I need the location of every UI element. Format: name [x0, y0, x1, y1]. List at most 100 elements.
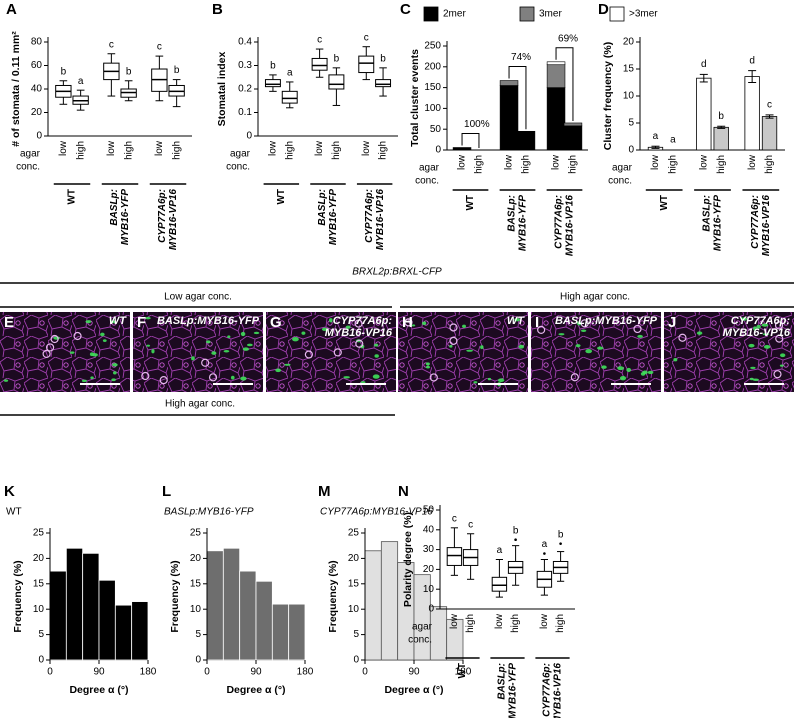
x-axis-label: Degree α (°): [69, 684, 128, 696]
brxl-signal: [673, 358, 678, 362]
brxl-signal: [113, 371, 117, 375]
panel-letter: G: [270, 314, 282, 331]
legend-label: 2mer: [443, 9, 466, 20]
bracket: [461, 133, 480, 148]
x-tick-label: high: [474, 155, 485, 174]
brxl-signal: [411, 324, 416, 327]
y-tick-label: 50: [423, 505, 435, 516]
bar-segment: [516, 130, 536, 151]
brxl-signal: [462, 324, 467, 329]
significance-letter: a: [78, 76, 84, 87]
y-axis-label: Cluster frequency (%): [602, 42, 614, 151]
y-tick-label: 40: [31, 84, 43, 95]
y-tick-label: 0: [353, 655, 359, 666]
histogram-bar: [446, 618, 464, 661]
group-label: BASLp:: [702, 195, 713, 232]
brxl-signal: [321, 327, 328, 331]
x-tick-label: low: [314, 140, 325, 156]
x-tick-label: 0: [362, 667, 368, 678]
x-tick-label: high: [378, 141, 389, 160]
x-tick-label: 180: [140, 667, 157, 678]
y-tick-label: 25: [190, 528, 202, 539]
x-axis-label: agar: [412, 622, 433, 633]
x-tick-label: high: [284, 141, 295, 160]
panel-letter: B: [212, 1, 223, 18]
micrograph-label: MYB16-VP16: [325, 327, 393, 339]
annotation: 69%: [558, 33, 578, 44]
significance-letter: a: [542, 539, 548, 550]
x-tick-label: high: [668, 155, 679, 174]
panel-letter: A: [6, 1, 17, 18]
y-axis-label: Polarity degree (%): [402, 512, 414, 607]
histogram-bar: [429, 606, 448, 661]
guard-cell: [45, 343, 55, 352]
x-tick-label: high: [716, 155, 727, 174]
group-label: MYB16-VP16: [375, 189, 386, 251]
group-label: BASLp:: [507, 195, 518, 232]
y-tick-label: 5: [628, 118, 634, 129]
bar: [696, 77, 712, 151]
brxl-signal: [343, 376, 350, 379]
micrograph: H WT: [398, 312, 528, 392]
significance-letter: b: [334, 53, 340, 64]
x-tick-label: low: [154, 140, 165, 156]
brxl-signal: [422, 321, 427, 326]
micrograph: G CYP77A6p:MYB16-VP16: [266, 312, 396, 392]
y-tick-label: 200: [424, 61, 441, 72]
x-axis-label: conc.: [415, 176, 439, 187]
guard-cell: [354, 319, 363, 328]
brxl-signal: [558, 333, 565, 336]
brxl-signal: [577, 321, 582, 326]
significance-letter: b: [270, 61, 276, 72]
significance-letter: d: [701, 59, 707, 70]
brxl-signal: [449, 345, 453, 348]
significance-letter: b: [61, 66, 67, 77]
x-axis-label: agar: [230, 149, 251, 160]
histogram-bar: [364, 550, 382, 661]
micrograph-label: WT: [109, 315, 127, 327]
brxl-signal: [640, 372, 646, 376]
guard-cell: [73, 331, 82, 341]
brxl-signal: [360, 381, 366, 384]
micrograph: J CYP77A6p:MYB16-VP16: [664, 312, 794, 392]
brxl-signal: [92, 353, 98, 357]
y-tick-label: 0: [38, 655, 44, 666]
micrograph-label: CYP77A6p:: [731, 315, 791, 327]
guard-cell: [633, 324, 642, 334]
brxl-signal: [473, 381, 478, 384]
brxl-signal: [372, 374, 380, 379]
y-tick-label: 20: [623, 37, 635, 48]
x-axis-label: conc.: [16, 162, 40, 173]
y-axis-label: Total cluster events: [409, 49, 421, 147]
x-tick-label: 0: [204, 667, 210, 678]
y-tick-label: 20: [190, 553, 202, 564]
brxl-signal: [151, 349, 155, 354]
annotation: 100%: [464, 119, 490, 130]
panel-letter: I: [535, 314, 539, 331]
box: [491, 576, 508, 592]
y-axis-label: # of stomata / 0.11 mm²: [10, 31, 22, 147]
group-label: WT: [276, 189, 287, 205]
group-label: MYB16-YFP: [508, 663, 519, 718]
micrograph-label: BASLp:MYB16-YFP: [157, 315, 260, 327]
x-tick-label: high: [123, 141, 134, 160]
panel-letter: F: [137, 314, 146, 331]
y-tick-label: 25: [33, 528, 45, 539]
brxl-signal: [102, 339, 107, 342]
guard-cell: [775, 334, 784, 343]
significance-letter: d: [749, 55, 755, 66]
micrograph: F BASLp:MYB16-YFP: [133, 312, 263, 392]
brxl-signal: [580, 329, 587, 333]
brxl-signal: [111, 378, 116, 382]
brxl-signal: [637, 334, 643, 338]
histogram-bar: [82, 552, 100, 661]
brxl-signal: [301, 331, 306, 335]
y-axis-label: Frequency (%): [169, 560, 181, 632]
x-tick-label: low: [268, 140, 279, 156]
brxl-signal: [85, 320, 92, 324]
x-tick-label: 0: [47, 667, 53, 678]
brxl-signal: [69, 351, 75, 354]
y-tick-label: 250: [424, 41, 441, 52]
y-tick-label: 20: [348, 553, 360, 564]
group-label: CYP77A6p:: [750, 195, 761, 249]
